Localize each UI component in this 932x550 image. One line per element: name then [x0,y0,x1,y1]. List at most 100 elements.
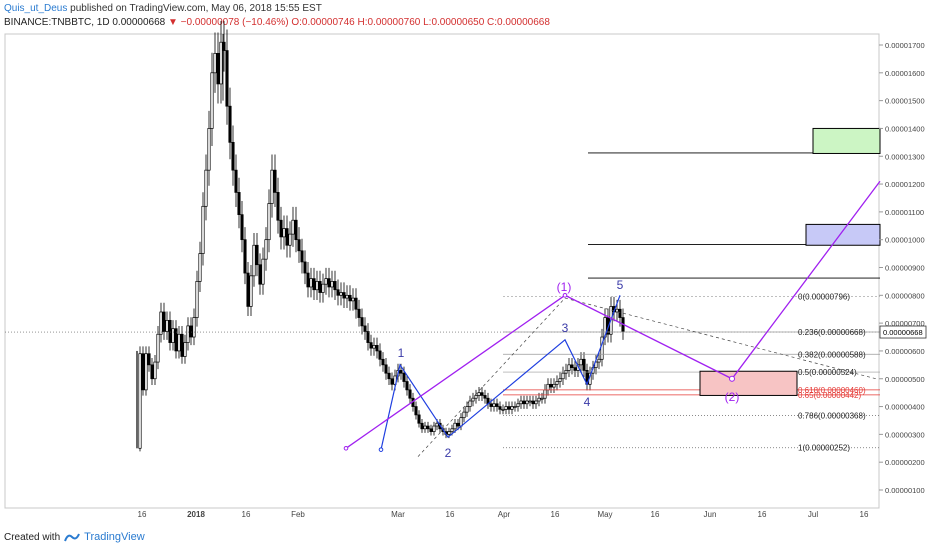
fib-level-label: 0.786(0.00000368) [798,411,866,420]
candle-body [213,52,217,74]
candle-body [540,397,544,400]
last-price: 0.00000668 [112,17,166,28]
wave-label: 4 [584,395,591,409]
wave-label: (2) [725,390,740,404]
candle-body [198,253,202,282]
candle-body [555,381,559,385]
candle-body [195,281,199,318]
candle-body [474,395,478,399]
candle-body [480,392,484,396]
candle-body [279,219,283,238]
published-text: published on TradingView.com, May 06, 20… [70,3,322,14]
candle-body [447,431,451,435]
candle-body [510,406,514,410]
candle-body [246,272,250,307]
candle-body [429,428,433,432]
candle-body [180,333,184,357]
candle-body [228,105,232,143]
wave-label: 5 [617,278,624,292]
candle-body [267,203,271,241]
candle-body [156,333,160,363]
fib-level-label: 0.382(0.00000588) [798,350,866,359]
candle-body [291,219,295,235]
last-price-tag [879,325,927,339]
candle-body [201,205,205,254]
candle-body [276,192,280,221]
candle-body [168,319,172,343]
candle-body [528,400,532,403]
candle-body [303,261,307,274]
candle-body [414,406,418,416]
candle-body [378,350,382,360]
candle-body [240,214,244,241]
candle-body [420,422,424,430]
candle-body [408,389,412,399]
ohlc-values: O:0.00000746 H:0.00000760 L:0.00000650 C… [291,17,550,28]
y-tick-label: 0.00000400 [885,403,925,412]
candle-body [477,392,481,396]
candle-body [615,308,619,313]
candle-body [141,353,145,391]
candle-body [504,406,508,410]
candle-body [159,311,163,335]
candle-body [231,141,235,171]
candle-body [381,358,385,366]
candle-body [426,425,430,430]
candle-body [456,422,460,427]
wave-anchor-point [378,447,384,452]
candle-body [252,244,256,277]
candle-body [165,319,169,332]
x-tick-label: 2018 [187,510,205,519]
y-tick-label: 0.00000800 [885,291,925,300]
candle-body [390,378,394,385]
candle-body [354,297,358,310]
candle-body [234,169,238,193]
x-tick-label: 16 [651,510,660,519]
wave-label: 2 [445,446,452,460]
candle-body [348,294,352,302]
candle-body [261,258,265,285]
fib-level-label: 0.618(0.00000460) [798,386,866,395]
chart-header: Quis_ut_Deus published on TradingView.co… [4,2,550,30]
x-tick-label: 16 [242,510,251,519]
green-zone-box [812,127,881,154]
candle-body [300,250,304,263]
candle-body [255,244,259,266]
created-with-label: Created with [4,531,61,543]
impulse-wave-line [380,295,621,450]
candle-body [174,328,178,352]
candle-body [351,297,355,302]
candle-body [450,428,454,432]
candle-body [273,169,277,193]
candle-body [573,367,577,371]
candle-body [516,403,520,407]
candle-body [171,328,175,343]
wave-anchor-point [729,375,735,382]
candle-body [471,397,475,402]
author-link[interactable]: Quis_ut_Deus [4,3,68,14]
candle-body [204,169,208,207]
last-price-tag-label: 0.00000668 [883,328,923,337]
candle-body [546,383,550,391]
price-change: −0.00000078 (−10.46%) [180,17,289,28]
x-tick-label: 16 [860,510,869,519]
tradingview-brand[interactable]: TradingView [84,531,145,543]
candle-body [459,417,463,427]
candle-body [375,345,379,352]
y-tick-label: 0.00001300 [885,152,925,161]
candle-body [405,381,409,391]
y-tick-label: 0.00001400 [885,124,925,133]
candle-body [468,400,472,407]
candle-body [186,325,190,343]
candle-body [162,311,166,332]
candle-body [399,370,403,374]
symbol-label: BINANCE:TNBBTC, 1D [4,17,110,28]
candle-body [432,425,436,432]
candle-body [582,358,586,371]
candle-body [423,425,427,430]
candle-body [192,317,196,338]
candles-group [136,20,625,452]
candle-body [501,408,505,411]
candle-body [336,289,340,296]
